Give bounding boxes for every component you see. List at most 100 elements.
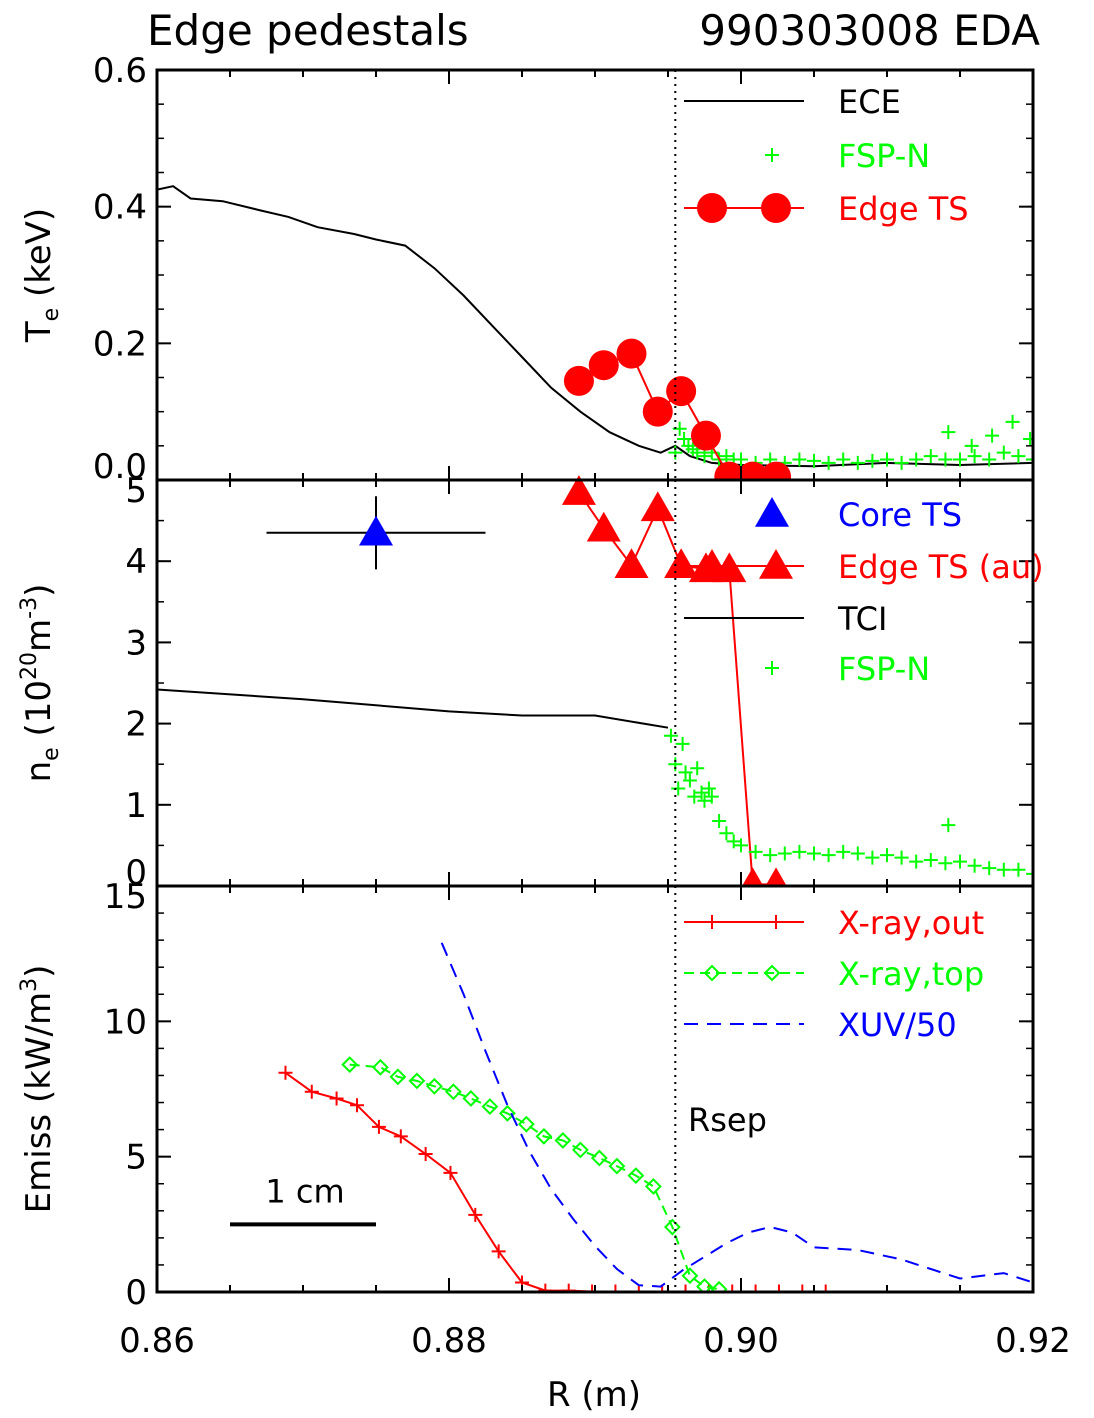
legend-label: XUV/50 <box>838 1006 957 1044</box>
data-point <box>389 1068 407 1086</box>
data-point <box>742 867 764 886</box>
data-point <box>408 1072 426 1090</box>
axes-frame <box>155 884 1035 1294</box>
data-point <box>704 789 719 804</box>
series-line <box>349 1063 720 1291</box>
data-point <box>865 453 880 468</box>
data-point <box>675 736 690 751</box>
data-point <box>850 846 865 861</box>
y-tick-label: 3 <box>125 623 147 663</box>
y-tick-label: 0 <box>125 853 147 893</box>
legend-label: ECE <box>838 83 901 121</box>
data-point <box>517 1115 535 1133</box>
data-point <box>1026 452 1033 467</box>
data-point <box>498 1104 516 1122</box>
data-point <box>561 475 596 505</box>
y-tick-label: 10 <box>104 1002 147 1042</box>
y-tick-label: 15 <box>104 877 147 917</box>
plot-area-top <box>157 185 1033 480</box>
legend-marker <box>703 964 721 982</box>
legend-marker <box>697 193 727 223</box>
data-point <box>616 338 647 369</box>
x-tick-label: 0.90 <box>703 1321 779 1361</box>
series-middle-1 <box>561 475 787 886</box>
data-point <box>719 826 734 841</box>
y-tick-label: 0.4 <box>93 188 147 228</box>
data-point <box>393 1129 408 1144</box>
data-point <box>690 420 721 451</box>
legend-marker <box>765 148 779 162</box>
data-point <box>608 1157 626 1175</box>
data-point <box>953 452 967 467</box>
plot-area-bottom <box>278 942 1033 1292</box>
data-point <box>850 455 865 470</box>
data-point <box>697 793 712 808</box>
data-point <box>982 861 997 876</box>
y-axis-label-top: Te (keV) <box>19 208 64 343</box>
legend-marker <box>759 549 793 579</box>
data-point <box>909 854 924 869</box>
panel-middle: 0 1 2 3 4 5 ne (1020m-3) Core TS Edge TS (au) TCI… <box>17 471 1044 893</box>
data-point <box>938 856 953 871</box>
data-point <box>329 1091 344 1106</box>
y-tick-label: 0.0 <box>93 447 147 487</box>
y-tick-label: 0 <box>125 1273 147 1313</box>
y-tick-label: 4 <box>125 542 147 582</box>
legend-marker <box>765 661 779 675</box>
data-point <box>696 1278 713 1292</box>
legend-top: ECE FSP-N Edge TS <box>684 83 969 228</box>
data-point <box>996 445 1011 460</box>
data-point <box>586 511 621 542</box>
data-point <box>712 814 727 829</box>
data-point <box>563 365 594 396</box>
data-point <box>836 844 851 859</box>
data-point <box>491 1244 506 1259</box>
series-line <box>440 942 1033 1288</box>
x-axis-label: R (m) <box>547 1375 641 1415</box>
legend-label: FSP-N <box>838 650 930 688</box>
data-point <box>938 452 953 467</box>
data-point <box>821 455 836 470</box>
data-point <box>640 491 675 522</box>
legend-marker <box>705 915 719 929</box>
legend-marker <box>755 497 789 527</box>
data-point <box>953 854 967 869</box>
data-point <box>663 1218 681 1236</box>
data-point <box>909 452 924 467</box>
data-point <box>682 773 697 788</box>
legend-label: X-ray,top <box>838 955 984 993</box>
series-middle-0 <box>266 496 486 570</box>
series-line <box>578 491 776 886</box>
data-point <box>1005 414 1020 429</box>
legend-label: FSP-N <box>838 137 930 175</box>
data-point <box>807 846 821 861</box>
panels: 0.0 0.2 0.4 0.6 Te (keV) ECE FSP-N Edge TS 0 1 2 3 4… <box>17 51 1071 1361</box>
data-point <box>765 867 787 886</box>
data-point <box>894 850 909 865</box>
data-point <box>554 1132 572 1149</box>
data-point <box>792 452 807 467</box>
y-axis-label-middle: ne (1020m-3) <box>17 584 64 783</box>
data-point <box>627 1167 645 1185</box>
data-point <box>694 785 709 800</box>
panel-top: 0.0 0.2 0.4 0.6 Te (keV) ECE FSP-N Edge TS <box>19 51 1035 487</box>
data-point <box>462 1090 480 1107</box>
data-point <box>588 350 619 381</box>
series-bottom-1 <box>341 1056 728 1292</box>
data-point <box>894 455 909 470</box>
legend-marker <box>769 915 783 929</box>
legend-middle: Core TS Edge TS (au) TCI FSP-N <box>684 496 1044 688</box>
data-point <box>982 452 997 467</box>
data-point <box>687 789 702 804</box>
y-tick-label: 1 <box>125 786 147 826</box>
x-tick-label: 0.86 <box>119 1321 195 1361</box>
data-point <box>714 461 745 480</box>
axes-frame <box>155 68 1035 482</box>
data-point <box>880 848 894 863</box>
data-point <box>418 1146 433 1161</box>
series-line <box>157 688 669 729</box>
data-point <box>941 425 956 440</box>
data-point <box>777 846 792 861</box>
data-point <box>923 449 938 464</box>
legend-label: X-ray,out <box>838 904 984 942</box>
